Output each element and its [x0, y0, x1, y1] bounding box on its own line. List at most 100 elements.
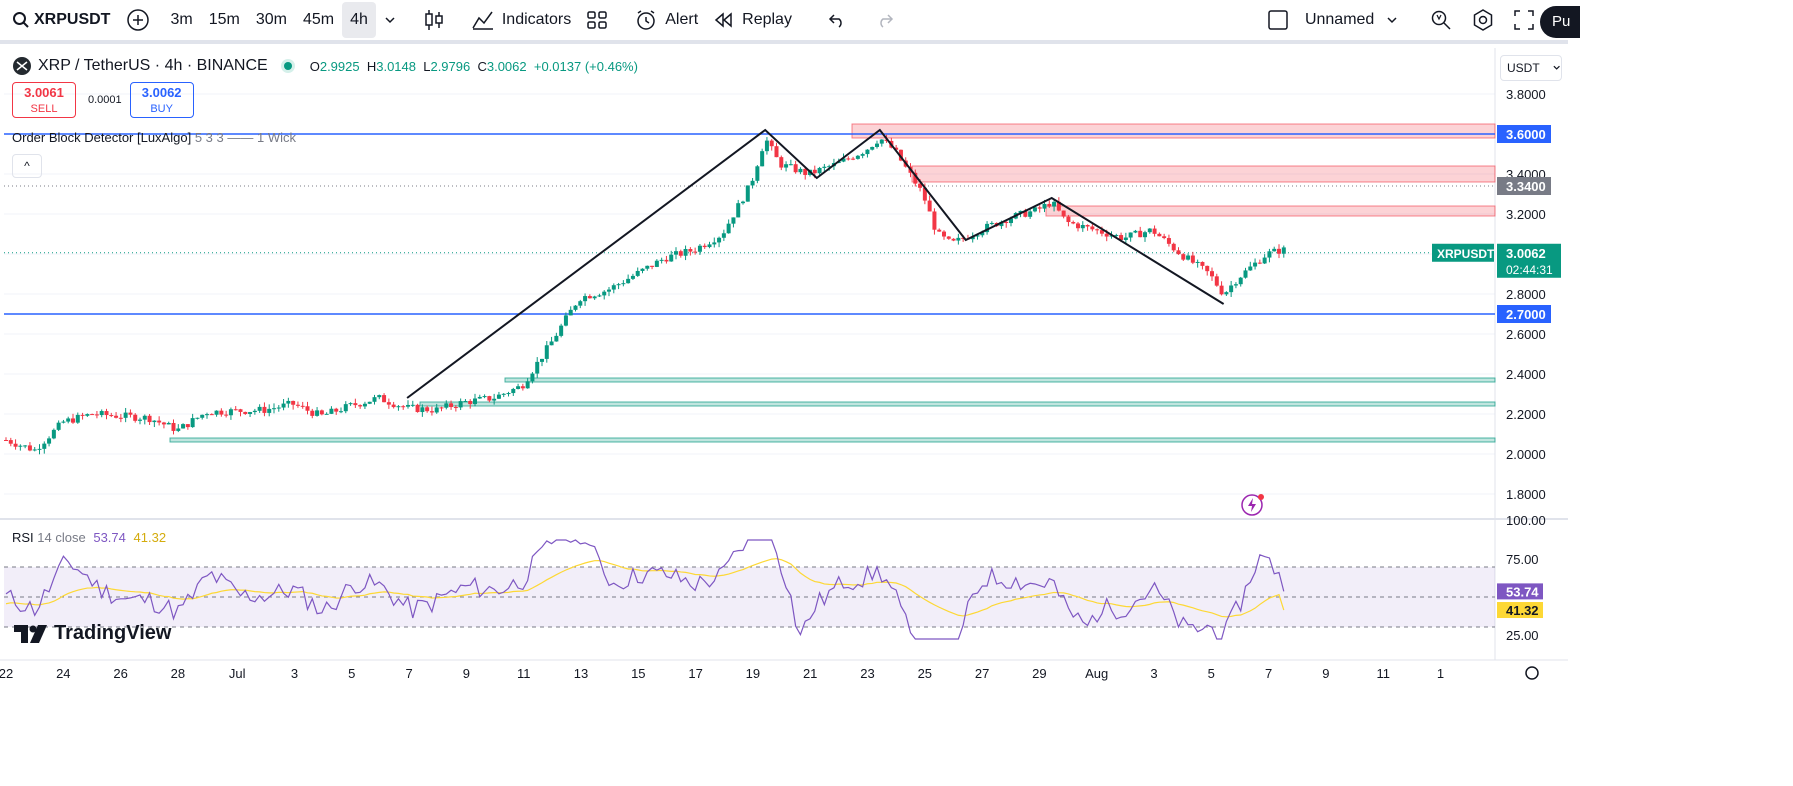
- buy-button[interactable]: 3.0062 BUY: [129, 82, 194, 118]
- candle-body: [449, 403, 454, 408]
- candle-body: [200, 414, 205, 418]
- candle-body: [592, 296, 597, 299]
- candle-body: [774, 146, 779, 158]
- candle-body: [731, 217, 736, 224]
- candle-body: [999, 221, 1004, 227]
- layout-name-button[interactable]: Unnamed: [1297, 2, 1406, 38]
- publish-button[interactable]: Pu: [1540, 6, 1580, 38]
- candle-body: [80, 414, 85, 416]
- candle-body: [961, 237, 966, 239]
- rsi-legend[interactable]: RSI 14 close 53.74 41.32: [12, 530, 166, 545]
- lightning-button[interactable]: [1240, 492, 1266, 518]
- candle-body: [635, 270, 640, 276]
- candle-body: [1152, 228, 1157, 234]
- time-axis-label: 27: [975, 666, 989, 681]
- interval-dropdown[interactable]: [376, 2, 404, 38]
- candle-body: [147, 415, 152, 423]
- candle-body: [1009, 218, 1014, 224]
- candle-body: [1181, 254, 1186, 260]
- candle-body: [1281, 247, 1286, 254]
- time-axis-label: 3: [1150, 666, 1157, 681]
- indicators-button[interactable]: Indicators: [464, 2, 579, 38]
- price-tick-label: 3.8000: [1506, 87, 1546, 102]
- templates-button[interactable]: [579, 2, 615, 38]
- replay-button[interactable]: Replay: [706, 2, 800, 38]
- settings-button[interactable]: [1464, 2, 1502, 38]
- candle-body: [855, 155, 860, 159]
- rsi-ma-line: [5, 558, 1285, 618]
- candle-body: [741, 201, 746, 204]
- candle-body: [319, 410, 324, 415]
- symbol-search[interactable]: XRPUSDT: [12, 2, 110, 38]
- candle-body: [870, 146, 875, 150]
- candle-body: [970, 236, 975, 240]
- fullscreen-button[interactable]: [1506, 2, 1542, 38]
- candle-body: [224, 414, 229, 416]
- candle-body: [1210, 271, 1215, 277]
- candle-body: [128, 412, 133, 415]
- price-tick-label: 2.8000: [1506, 287, 1546, 302]
- candle-body: [563, 315, 568, 326]
- candle-body: [1205, 265, 1210, 272]
- rewind-icon: [714, 12, 732, 28]
- candle-body: [463, 400, 468, 402]
- interval-15m[interactable]: 15m: [208, 11, 240, 28]
- horizontal-lines: [4, 133, 1495, 315]
- candle-body: [597, 295, 602, 297]
- candle-body: [42, 443, 47, 449]
- candle-body: [496, 394, 501, 399]
- candle-body: [1267, 251, 1272, 258]
- layout-checkbox[interactable]: [1259, 2, 1297, 38]
- chart-type-button[interactable]: [416, 2, 452, 38]
- alert-button[interactable]: Alert: [627, 2, 706, 38]
- candle-body: [176, 428, 181, 431]
- candle-body: [27, 445, 32, 451]
- interval-45m[interactable]: 45m: [302, 11, 335, 28]
- redo-button[interactable]: [868, 2, 904, 38]
- tradingview-logo[interactable]: TradingView: [14, 622, 171, 645]
- candle-body: [233, 409, 238, 411]
- candle-body: [985, 223, 990, 233]
- candle-body: [554, 335, 559, 342]
- search-icon: [13, 12, 29, 28]
- low-value: 2.9796: [430, 58, 471, 74]
- rsi-pane: [4, 539, 1495, 640]
- time-axis-label: Jul: [229, 666, 246, 681]
- candle-body: [291, 400, 296, 405]
- candle-body: [453, 407, 458, 409]
- candle-body: [1018, 210, 1023, 214]
- indicator-legend[interactable]: Order Block Detector [LuxAlgo] 5 3 3 —— …: [12, 130, 296, 145]
- candle-body: [401, 406, 406, 408]
- last-symbol-bg: [1432, 243, 1494, 262]
- candle-body: [525, 381, 530, 389]
- candle-body: [865, 149, 870, 155]
- last-symbol-label: XRPUSDT: [1437, 247, 1495, 261]
- candle-body: [1224, 292, 1229, 295]
- candle-body: [324, 413, 329, 415]
- add-symbol-button[interactable]: [126, 2, 150, 38]
- candle-body: [310, 410, 315, 416]
- undo-button[interactable]: [818, 2, 854, 38]
- candle-body: [372, 397, 377, 402]
- interval-3m[interactable]: 3m: [170, 11, 193, 28]
- sell-button[interactable]: 3.0061 SELL: [12, 82, 76, 118]
- currency-selector[interactable]: USDT: [1500, 55, 1562, 81]
- chevron-down-icon: [1387, 17, 1397, 24]
- candle-body: [602, 291, 607, 296]
- gear-icon: [1474, 9, 1493, 31]
- candle-body: [1114, 235, 1119, 237]
- candle-body: [4, 440, 8, 441]
- market-status-dot: [283, 62, 292, 70]
- candle-body: [760, 151, 765, 167]
- quick-search-button[interactable]: [1422, 2, 1460, 38]
- interval-30m[interactable]: 30m: [255, 11, 287, 28]
- price-chart[interactable]: 3.80003.40003.20002.97002.80002.60002.40…: [0, 48, 1568, 687]
- collapse-legend-button[interactable]: ^: [12, 154, 42, 178]
- candle-body: [975, 235, 980, 237]
- interval-4h[interactable]: 4h: [342, 2, 376, 38]
- price-tick-label: 2.2000: [1506, 407, 1546, 422]
- price-tick-label: 3.2000: [1506, 207, 1546, 222]
- candle-body: [812, 169, 817, 174]
- candle-body: [396, 406, 401, 408]
- candle-body: [386, 402, 391, 405]
